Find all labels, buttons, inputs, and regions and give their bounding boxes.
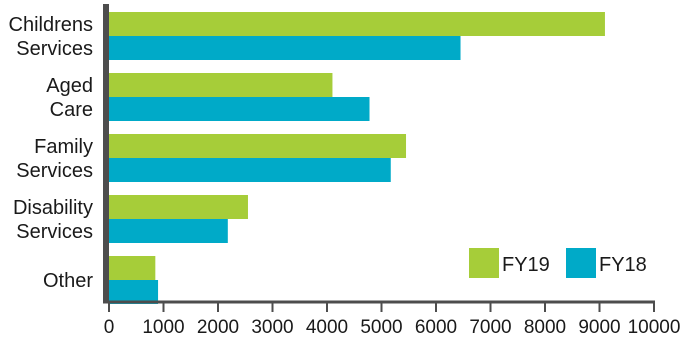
- category-label: Family: [34, 136, 93, 158]
- x-tick-label: 5000: [360, 317, 402, 338]
- bar-fy18-3: [109, 219, 228, 243]
- axes: [103, 4, 655, 312]
- x-tick-label: 9000: [578, 317, 620, 338]
- category-label: Aged: [46, 75, 93, 97]
- legend-label-fy18: FY18: [599, 254, 647, 276]
- legend-label-fy19: FY19: [502, 254, 550, 276]
- bar-fy18-1: [109, 97, 370, 121]
- bar-fy19-2: [109, 134, 407, 158]
- category-label: Disability: [13, 197, 93, 219]
- bar-fy19-4: [109, 256, 156, 280]
- x-tick-label: 6000: [415, 317, 457, 338]
- category-labels: ChildrensServicesAgedCareFamilyServicesD…: [9, 14, 94, 292]
- x-tick-label: 0: [104, 317, 115, 338]
- bar-fy18-4: [109, 280, 159, 304]
- x-tick-label: 4000: [306, 317, 348, 338]
- legend-swatch-fy19: [469, 248, 499, 278]
- bar-fy18-2: [109, 158, 391, 182]
- category-label: Services: [16, 38, 93, 60]
- category-label: Care: [50, 99, 93, 121]
- bar-fy19-0: [109, 12, 605, 36]
- x-tick-label: 2000: [197, 317, 239, 338]
- x-tick-labels: 0 1000 2000 3000 4000 5000 6000 7000 8000 9000 100…: [104, 317, 681, 338]
- x-tick-label: 8000: [524, 317, 566, 338]
- legend: FY19 FY18: [469, 248, 647, 278]
- category-label: Services: [16, 160, 93, 182]
- category-label: Childrens: [9, 14, 93, 36]
- bar-fy19-1: [109, 73, 333, 97]
- x-tick-label: 10000: [628, 317, 681, 338]
- x-tick-label: 3000: [251, 317, 293, 338]
- bar-fy18-0: [109, 36, 461, 60]
- category-label: Services: [16, 221, 93, 243]
- x-tick-label: 7000: [469, 317, 511, 338]
- category-label: Other: [43, 270, 93, 292]
- x-tick-label: 1000: [142, 317, 184, 338]
- legend-swatch-fy18: [566, 248, 596, 278]
- bar-fy19-3: [109, 195, 248, 219]
- bars-layer: [109, 12, 605, 304]
